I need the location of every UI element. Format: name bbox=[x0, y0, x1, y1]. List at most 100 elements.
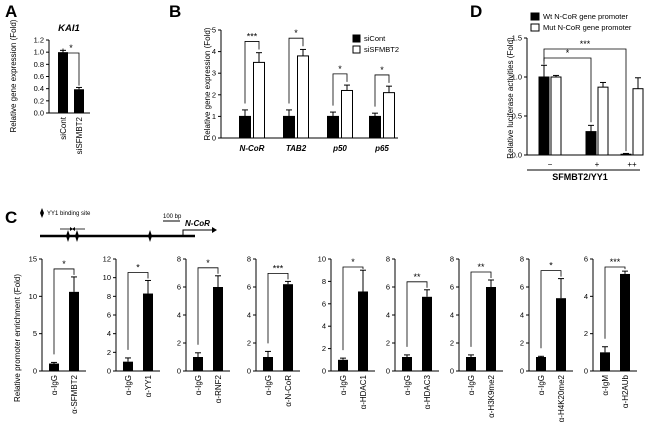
x-tick-label: α-IgG bbox=[264, 375, 273, 395]
subplot-5-y-tick-label: 4 bbox=[386, 311, 390, 320]
bar-0-0 bbox=[49, 363, 59, 371]
x-tick-label: α-N-CoR bbox=[284, 375, 293, 407]
bar-sisfmbt2-0 bbox=[253, 61, 265, 139]
subplot-0-significance-label: * bbox=[62, 259, 66, 269]
x-tick-label: + bbox=[595, 160, 600, 169]
subplot-8-y-tick-label: 0 bbox=[584, 367, 588, 376]
subplot-3: 0 2 4 6 8 α-IgG α-N-CoR *** bbox=[247, 255, 300, 407]
panel-d: Relative luciferase activities (Fold)0.0… bbox=[506, 12, 644, 182]
x-tick-label: α-H4K20me2 bbox=[557, 374, 566, 422]
panel-a-y-tick-label: 0.8 bbox=[34, 60, 44, 69]
subplot-3-y-tick-label: 0 bbox=[247, 367, 251, 376]
panel-d-y-tick-label: 0.5 bbox=[512, 112, 522, 121]
promoter-diagram: YY1 binding site 100 bpN-CoR bbox=[40, 208, 217, 242]
subplot-3-y-tick-label: 8 bbox=[247, 255, 251, 264]
subplot-3-y-tick-label: 4 bbox=[247, 311, 251, 320]
x-tick-label: α-IgG bbox=[403, 375, 412, 395]
legend-label-1: siSFMBT2 bbox=[364, 45, 399, 54]
panel-d-y-tick-label: 1.0 bbox=[512, 73, 522, 82]
bar-1-2 bbox=[632, 88, 644, 156]
bar-0-0 bbox=[538, 76, 550, 156]
subplot-8: 0 2 4 6 α-IgM α-H2AUb *** bbox=[584, 255, 637, 408]
x-tick-label: α-HDAC1 bbox=[359, 374, 368, 409]
bar-6-1 bbox=[486, 287, 496, 371]
subplot-5-bracket bbox=[406, 281, 428, 347]
bar-2-0 bbox=[193, 357, 203, 371]
bar-7-0 bbox=[536, 357, 546, 371]
panel-letter-b: B bbox=[169, 2, 181, 21]
bar-0-1 bbox=[69, 291, 79, 371]
bar-sicont-2 bbox=[327, 115, 339, 139]
subplot-2-bracket bbox=[197, 267, 219, 345]
binding-site-label: YY1 binding site bbox=[47, 211, 91, 217]
x-tick-label: p65 bbox=[374, 144, 389, 153]
panel-d-y-tick-label: 1.5 bbox=[512, 34, 522, 43]
primer-forward-head bbox=[70, 227, 73, 231]
subplot-7-y-tick-label: 2 bbox=[520, 339, 524, 348]
subplot-5-significance-label: ** bbox=[413, 272, 421, 282]
panel-d-0-significance-label: * bbox=[566, 48, 570, 58]
subplot-6-y-tick-label: 6 bbox=[450, 283, 454, 292]
subplot-5-y-tick-label: 8 bbox=[386, 255, 390, 264]
subplot-4-significance-label: * bbox=[351, 257, 355, 267]
subplot-7-significance-label: * bbox=[549, 261, 553, 271]
panel-d-y-tick-label: 0.0 bbox=[512, 151, 522, 160]
bar-sisfmbt2 bbox=[74, 89, 84, 113]
tss-arrow-head bbox=[212, 227, 217, 233]
bar-6-0 bbox=[466, 357, 476, 371]
y-axis-label: Relative luciferase activities (Fold) bbox=[506, 37, 515, 159]
panel-c: Relative promoter enrichment (Fold) 0 5 10 1… bbox=[13, 255, 637, 422]
subplot-5: 0 2 4 6 8 α-IgG α-HDAC3 ** bbox=[386, 255, 439, 409]
panel-a: KAI1 Relative gene expression (Fold) 0.0 0.… bbox=[9, 19, 90, 154]
subplot-2: 0 2 4 6 8 α-IgG α-RNF2 * bbox=[177, 255, 230, 403]
panel-b-y-tick-label: 1 bbox=[212, 112, 216, 121]
y-axis-label: Relative gene expression (Fold) bbox=[203, 27, 212, 140]
panel-b: Relative gene expression (Fold) 0 1 2 3 4 5 N-C… bbox=[203, 26, 399, 154]
panel-b-2-bracket bbox=[332, 73, 348, 106]
panel-b-y-tick-label: 3 bbox=[212, 69, 216, 78]
panel-b-1-significance-label: * bbox=[294, 28, 298, 38]
gene-label: N-CoR bbox=[185, 219, 210, 228]
panel-d-1-significance-label: *** bbox=[580, 39, 591, 49]
x-tick-label: α-SFMBT2 bbox=[70, 374, 79, 413]
x-tick-label: ++ bbox=[627, 160, 637, 169]
subplot-4-bracket bbox=[342, 266, 364, 351]
subplot-7: 0 2 4 6 8 α-IgG α-H4K20me2 * bbox=[520, 255, 573, 422]
bar-3-1 bbox=[283, 284, 293, 371]
binding-site-legend-marker bbox=[40, 208, 44, 218]
x-tick-label: α-H3K9me2 bbox=[487, 374, 496, 417]
subplot-5-y-tick-label: 0 bbox=[386, 367, 390, 376]
subplot-1: 0 2 4 6 8 10 12 α-IgG α-YY1 * bbox=[103, 255, 160, 397]
bar-8-1 bbox=[620, 273, 630, 371]
x-tick-label: TAB2 bbox=[286, 144, 307, 153]
y-axis-label: Relative gene expression (Fold) bbox=[9, 19, 18, 132]
x-tick-label: α-IgG bbox=[124, 375, 133, 395]
panel-b-0-significance-label: *** bbox=[247, 31, 258, 41]
panel-d-1-bracket bbox=[543, 48, 627, 152]
chart-title: KAI1 bbox=[58, 23, 80, 34]
binding-site-marker-1 bbox=[75, 230, 79, 242]
x-tick-label: siCont bbox=[59, 116, 68, 139]
subplot-6-y-tick-label: 8 bbox=[450, 255, 454, 264]
subplot-6-y-tick-label: 4 bbox=[450, 311, 454, 320]
bar-7-1 bbox=[556, 298, 566, 371]
x-tick-label: α-IgG bbox=[339, 375, 348, 395]
subplot-8-y-tick-label: 6 bbox=[584, 255, 588, 264]
binding-site-marker-0 bbox=[66, 230, 70, 242]
subplot-1-y-tick-label: 12 bbox=[103, 255, 111, 264]
bar-sicont-3 bbox=[369, 115, 381, 139]
x-tick-label: − bbox=[548, 160, 553, 169]
subplot-7-bracket bbox=[540, 270, 562, 349]
bar-4-0 bbox=[338, 359, 348, 371]
subplot-8-significance-label: *** bbox=[610, 257, 621, 267]
bar-sicont-0 bbox=[239, 115, 251, 139]
bar-sisfmbt2-2 bbox=[341, 89, 353, 139]
x-tick-label: α-IgG bbox=[194, 375, 203, 395]
panel-a-y-tick-label: 0.4 bbox=[34, 84, 44, 93]
bar-1-1 bbox=[143, 293, 153, 371]
bar-3-0 bbox=[263, 357, 273, 371]
panel-letter-a: A bbox=[5, 2, 17, 21]
legend-label-0: Wt N-CoR gene promoter bbox=[543, 12, 629, 21]
panel-b-y-tick-label: 2 bbox=[212, 90, 216, 99]
subplot-1-y-tick-label: 4 bbox=[107, 329, 111, 338]
